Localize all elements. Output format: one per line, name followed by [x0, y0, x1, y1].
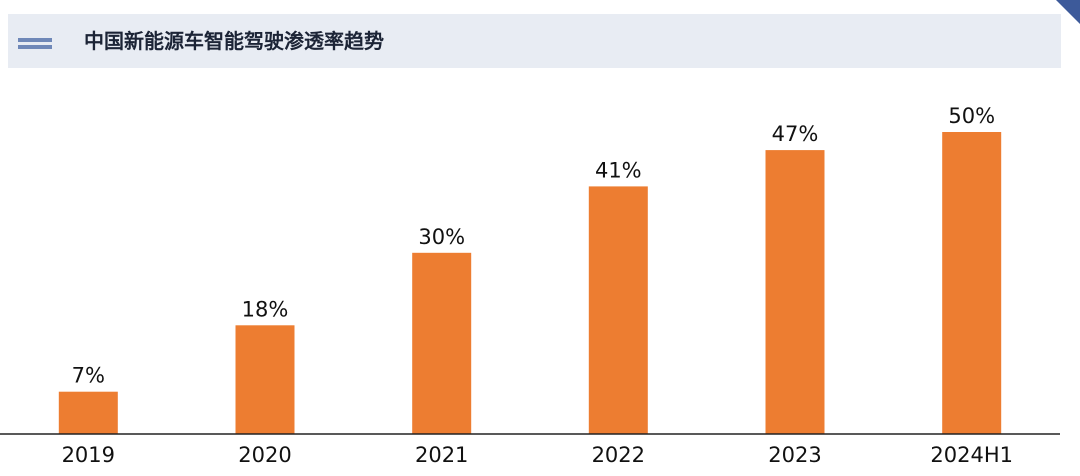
bar-2024H1: [942, 132, 1002, 434]
x-tick-label-2021: 2021: [415, 443, 468, 467]
x-tick-labels-layer: 2019 2020 2021 2022 2023 2024H1: [62, 443, 1013, 467]
data-label-2020: 18%: [242, 297, 289, 321]
chart-title: 中国新能源车智能驾驶渗透率趋势: [84, 29, 384, 53]
bar-2019: [58, 391, 118, 434]
corner-triangle-icon: [1056, 0, 1080, 24]
data-label-2023: 47%: [772, 122, 819, 146]
data-label-2021: 30%: [418, 225, 465, 249]
bar-2020: [235, 325, 295, 434]
x-tick-label-2024H1: 2024H1: [930, 443, 1013, 467]
data-label-2022: 41%: [595, 158, 642, 182]
bar-2022: [588, 186, 648, 434]
x-tick-label-2020: 2020: [238, 443, 291, 467]
title-bars-icon: [18, 38, 52, 50]
bar-2023: [765, 150, 825, 434]
x-tick-label-2023: 2023: [768, 443, 821, 467]
x-tick-label-2019: 2019: [62, 443, 115, 467]
bars-layer: [58, 132, 1002, 434]
x-tick-label-2022: 2022: [592, 443, 645, 467]
data-labels-layer: 7% 18% 30% 41% 47% 50%: [72, 104, 995, 388]
bar-2021: [412, 252, 472, 434]
data-label-2019: 7%: [72, 364, 105, 388]
title-bar: 中国新能源车智能驾驶渗透率趋势: [8, 14, 1061, 68]
data-label-2024H1: 50%: [948, 104, 995, 128]
